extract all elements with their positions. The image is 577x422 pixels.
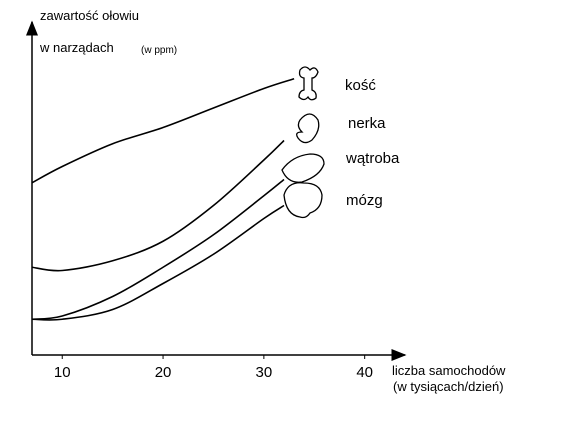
x-axis-label: liczba samochodów	[392, 363, 506, 378]
line	[31, 139, 285, 272]
x-axis-label: (w tysiącach/dzień)	[393, 379, 504, 394]
series-label: nerka	[348, 115, 386, 132]
y-axis-label: w narządach	[39, 40, 114, 55]
organ-icons	[281, 66, 325, 219]
y-axis-label: zawartość ołowiu	[40, 8, 139, 23]
x-tick-label: 20	[155, 364, 172, 381]
line	[31, 204, 285, 321]
line	[31, 178, 285, 321]
x-tick-label: 30	[256, 364, 273, 381]
series-label: mózg	[346, 192, 383, 209]
x-tick-label: 40	[356, 364, 373, 381]
x-tick-label: 10	[54, 364, 71, 381]
line	[31, 77, 295, 184]
series-label: wątroba	[345, 150, 400, 167]
y-axis-unit: (w ppm)	[141, 45, 177, 56]
series-label: kość	[345, 77, 376, 94]
